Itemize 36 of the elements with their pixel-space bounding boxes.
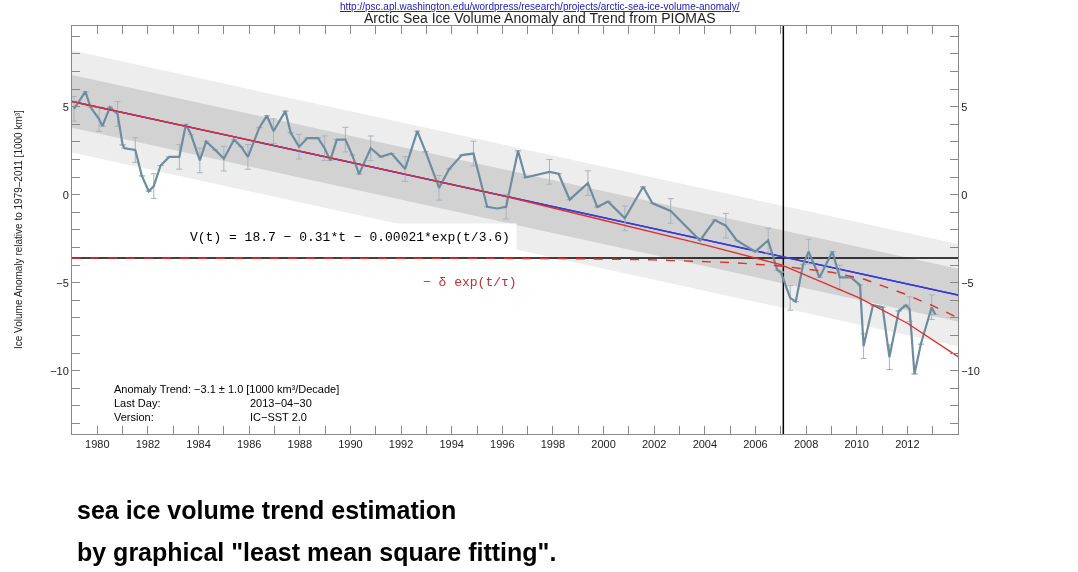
x-tick-label: 1984 bbox=[186, 438, 211, 451]
y2-tick-label: 5 bbox=[961, 100, 968, 113]
annotation: IC−SST 2.0 bbox=[250, 411, 307, 423]
x-tick-label: 2002 bbox=[641, 438, 667, 451]
y2-tick-label: −5 bbox=[961, 276, 974, 289]
y-axis-title: Ice Volume Anomaly relative to 1979–2011 [1000 km³] bbox=[13, 109, 24, 349]
x-tick-label: 2004 bbox=[692, 438, 718, 451]
annotation: Anomaly Trend: −3.1 ± 1.0 [1000 km³/Decade] bbox=[114, 383, 340, 395]
y-tick-label: −10 bbox=[50, 364, 69, 377]
y-tick-label: 0 bbox=[62, 188, 69, 201]
annotation: V(t) = 18.7 − 0.31*t − 0.00021*exp(t/3.6) bbox=[190, 230, 510, 245]
text: sea ice volume trend estimation bbox=[77, 496, 457, 524]
x-tick-label: 1996 bbox=[490, 438, 515, 451]
text: http://psc.apl.washington.edu/wordpress/research/projects/arctic-sea-ice-volume-anomaly/ bbox=[340, 1, 740, 12]
x-tick-label: 2012 bbox=[895, 438, 920, 451]
x-tick-label: 1980 bbox=[85, 438, 110, 451]
x-tick-label: 1994 bbox=[439, 438, 464, 451]
text: by graphical "least mean square fitting". bbox=[77, 538, 557, 566]
y-tick-label: 5 bbox=[62, 100, 69, 113]
x-tick-label: 1992 bbox=[388, 438, 414, 451]
annotation: Version: bbox=[114, 411, 154, 423]
x-tick-label: 2006 bbox=[743, 438, 768, 451]
x-tick-label: 2008 bbox=[793, 438, 819, 451]
y2-tick-label: 0 bbox=[961, 188, 968, 201]
x-tick-label: 2000 bbox=[591, 438, 616, 451]
annotation: − δ exp(t/τ) bbox=[423, 275, 517, 290]
annotation: 2013−04−30 bbox=[250, 397, 312, 409]
x-tick-label: 2010 bbox=[844, 438, 869, 451]
x-tick-label: 1988 bbox=[287, 438, 313, 451]
x-tick-label: 1998 bbox=[540, 438, 566, 451]
y2-tick-label: −10 bbox=[961, 364, 980, 377]
annotation: Last Day: bbox=[114, 397, 161, 409]
x-tick-label: 1990 bbox=[338, 438, 363, 451]
x-tick-label: 1982 bbox=[135, 438, 161, 451]
x-tick-label: 1986 bbox=[236, 438, 262, 451]
y-tick-label: −5 bbox=[56, 276, 69, 289]
